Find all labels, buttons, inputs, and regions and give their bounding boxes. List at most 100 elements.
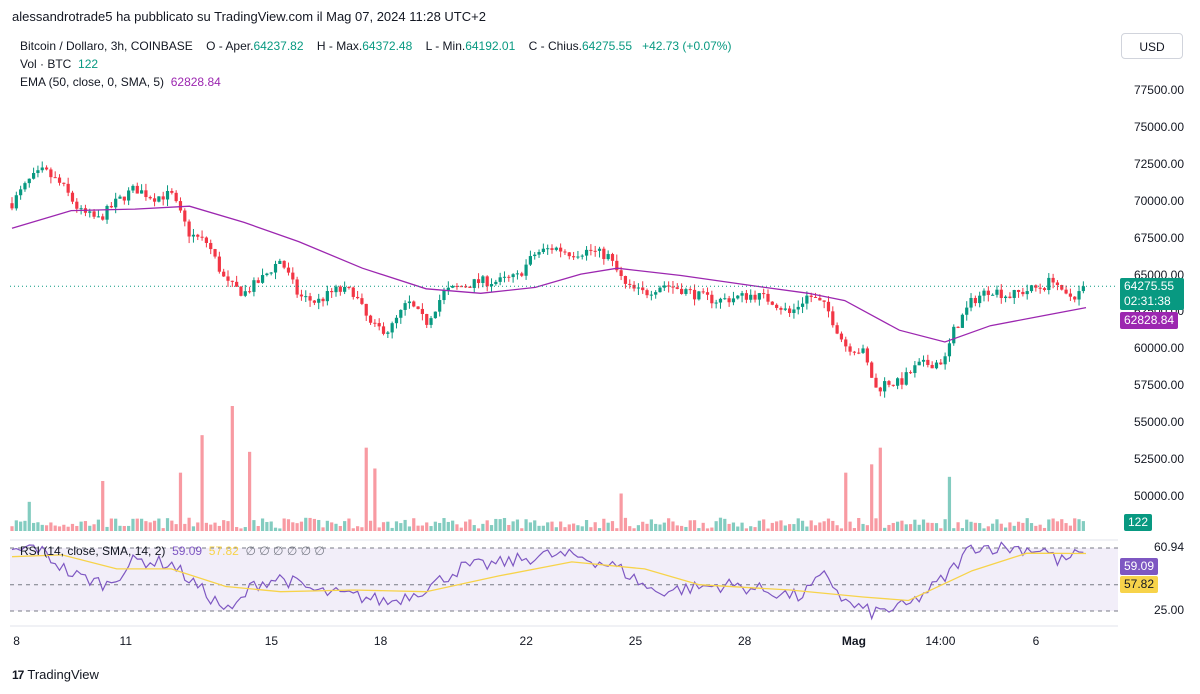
volume-bar (714, 521, 718, 531)
volume-bar (446, 521, 450, 531)
candle (230, 280, 234, 287)
candle (204, 236, 208, 248)
candle (295, 276, 299, 298)
volume-bar (32, 522, 36, 531)
volume-bar (109, 518, 113, 531)
candle (373, 319, 377, 327)
symbol-name[interactable]: Bitcoin / Dollaro, 3h, COINBASE (20, 39, 193, 53)
candle (44, 165, 49, 171)
candle (399, 309, 403, 324)
candle (14, 191, 18, 211)
volume-bar (152, 520, 157, 531)
candle (692, 284, 697, 306)
candle (567, 251, 571, 260)
volume-bar (865, 525, 869, 531)
volume-bar (217, 525, 221, 531)
rsi-legend-value: 59.09 (172, 544, 203, 558)
candle (200, 230, 204, 241)
volume-bar (476, 528, 481, 531)
candle (770, 301, 774, 306)
volume-bar (546, 522, 550, 531)
volume-bar (75, 525, 79, 531)
volume-bar (122, 525, 126, 531)
volume-bar (835, 525, 839, 531)
candle (831, 306, 835, 328)
volume-bar (697, 528, 701, 531)
volume-bar (174, 524, 178, 531)
volume-bar (654, 523, 658, 531)
rsi-extras: ∅ ∅ ∅ ∅ ∅ ∅ (245, 544, 325, 558)
volume-bar (230, 406, 234, 531)
volume-bar (360, 527, 364, 531)
volume-bar (619, 493, 623, 531)
volume-bar (317, 519, 321, 531)
volume-bar (684, 526, 688, 531)
volume-bar (701, 522, 705, 531)
volume-bar (96, 519, 100, 531)
candle (1077, 285, 1081, 306)
candle (615, 254, 619, 273)
candle (623, 275, 628, 289)
candle (649, 290, 653, 301)
candle (597, 246, 602, 258)
volume-bar (960, 528, 964, 531)
price-tick: 60000.00 (1133, 341, 1184, 356)
candle (900, 372, 904, 390)
volume-bar (127, 525, 131, 531)
tradingview-footer[interactable]: 17 TradingView (12, 667, 99, 682)
volume-bar (343, 521, 347, 531)
volume-bar (1068, 525, 1072, 531)
volume-bar (999, 523, 1003, 531)
rsi-legend: RSI (14, close, SMA, 14, 2) 59.09 57.82 … (20, 544, 325, 558)
volume-bar (926, 522, 930, 531)
volume-bar (308, 517, 312, 531)
candle (364, 303, 368, 322)
volume-bar (515, 519, 520, 531)
volume-bar (991, 523, 995, 531)
rsi-tag: 59.09 (1120, 558, 1159, 575)
volume-bar (377, 527, 381, 531)
candle (870, 361, 874, 378)
volume-bar (222, 520, 226, 531)
candle (926, 354, 930, 368)
low-value: 64192.01 (465, 39, 516, 53)
volume-bar (632, 528, 636, 531)
currency-button[interactable]: USD (1121, 33, 1183, 59)
candle (1016, 289, 1021, 298)
volume-bar (507, 524, 511, 531)
rsi-label[interactable]: RSI (14, close, SMA, 14, 2) (20, 544, 166, 558)
candle (576, 250, 580, 260)
ema-path (11, 205, 1087, 343)
candle (749, 289, 753, 303)
volume-bar (334, 523, 338, 531)
volume-bar (658, 524, 662, 531)
candle (930, 361, 934, 369)
volume-bar (381, 522, 386, 531)
volume-bar (740, 522, 744, 531)
volume-bar (140, 518, 144, 531)
volume-bar (144, 521, 148, 531)
volume-bar (908, 524, 913, 531)
time-tick: 25 (628, 634, 643, 648)
volume-bar (191, 526, 196, 531)
volume-bar (183, 523, 187, 531)
candle (429, 315, 433, 329)
candle (654, 290, 658, 299)
ema-label[interactable]: EMA (50, close, 0, SMA, 5) (20, 75, 165, 89)
volume-bar (939, 528, 943, 531)
volume-bar (541, 525, 545, 531)
candle (148, 195, 152, 200)
candle (515, 270, 520, 280)
volume-bar (852, 528, 856, 531)
volume-bar (66, 526, 70, 531)
volume-label[interactable]: Vol · BTC (20, 57, 72, 71)
candle (753, 290, 757, 303)
candle (381, 322, 386, 336)
candle (351, 286, 355, 300)
candle (433, 311, 437, 319)
candle (343, 281, 347, 295)
candle (109, 202, 113, 209)
candle (973, 295, 977, 307)
volume-bar (1029, 523, 1034, 531)
